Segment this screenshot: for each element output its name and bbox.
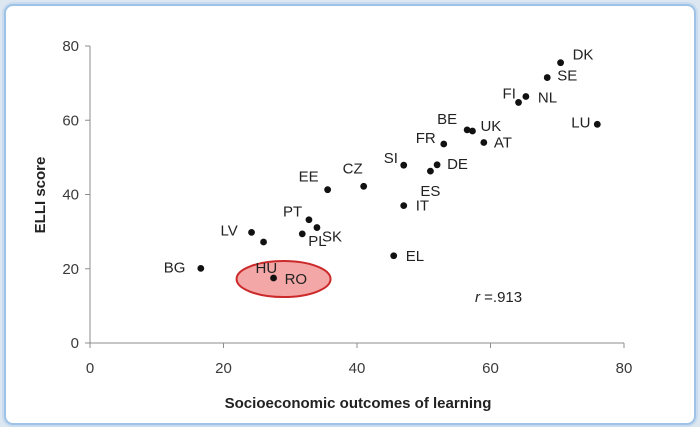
data-point-uk — [469, 127, 476, 135]
point-label-sk: SK — [322, 229, 342, 246]
point-label-de: DE — [447, 156, 468, 173]
y-axis-title: ELLI score — [32, 157, 49, 234]
data-point-nl — [522, 93, 530, 100]
data-point-it — [400, 202, 408, 210]
point-label-be: BE — [437, 111, 457, 128]
highlight-ellipse — [235, 260, 332, 299]
data-point-se — [543, 74, 551, 81]
x-tick-label: 80 — [616, 360, 633, 377]
point-label-at: AT — [494, 135, 512, 152]
data-point-bg — [197, 264, 205, 272]
point-label-lv: LV — [221, 222, 238, 239]
point-label-pt: PT — [283, 204, 302, 221]
data-point-ro — [270, 274, 277, 282]
point-label-se: SE — [557, 68, 577, 85]
data-point-at — [480, 139, 488, 146]
data-point-dk — [557, 59, 564, 67]
y-tick-label: 0 — [71, 335, 79, 352]
data-point-cz — [360, 182, 368, 190]
y-tick-label: 20 — [62, 261, 79, 278]
points-layer — [197, 59, 601, 282]
point-label-si: SI — [384, 150, 398, 167]
data-point-sk — [313, 224, 321, 231]
point-label-it: IT — [416, 198, 429, 215]
data-point-fi — [515, 99, 522, 106]
point-label-fi: FI — [503, 85, 516, 102]
correlation-annotation: r =.913 — [475, 289, 522, 306]
point-label-ee: EE — [299, 169, 319, 186]
correlation-value: =.913 — [480, 289, 522, 306]
axes: 0 20 40 60 80 0 20 40 60 80 — [62, 38, 632, 377]
data-point-si — [400, 161, 408, 169]
point-label-hu: HU — [256, 260, 278, 277]
data-point-el — [390, 252, 398, 260]
chart-frame — [4, 4, 696, 425]
point-label-pl: PL — [308, 233, 326, 250]
x-axis-title: Socioeconomic outcomes of learning — [225, 395, 492, 412]
data-point-pl — [298, 230, 306, 238]
data-point-fr — [440, 140, 448, 148]
data-point-hu — [260, 238, 267, 246]
data-point-lv — [248, 228, 255, 236]
data-point-de — [433, 161, 441, 169]
point-label-cz: CZ — [343, 160, 363, 177]
point-label-lu: LU — [571, 114, 590, 131]
point-label-uk: UK — [480, 118, 501, 135]
highlight-layer — [235, 260, 332, 299]
data-point-pt — [305, 216, 313, 224]
x-tick-label: 0 — [86, 360, 94, 377]
point-label-bg: BG — [164, 259, 186, 276]
point-label-ro: RO — [285, 271, 308, 288]
point-label-nl: NL — [538, 89, 557, 106]
point-label-el: EL — [406, 248, 424, 265]
data-point-ee — [324, 186, 332, 194]
y-tick-label: 60 — [62, 112, 79, 129]
data-point-be — [463, 126, 471, 134]
point-label-es: ES — [420, 183, 440, 200]
y-tick-label: 40 — [62, 187, 79, 204]
correlation-symbol: r — [475, 289, 481, 306]
data-point-lu — [593, 120, 601, 128]
y-tick-label: 80 — [62, 38, 79, 55]
data-point-es — [427, 167, 434, 175]
point-label-dk: DK — [573, 47, 594, 64]
x-tick-label: 60 — [482, 360, 499, 377]
x-tick-label: 20 — [215, 360, 232, 377]
point-label-fr: FR — [416, 130, 436, 147]
x-tick-label: 40 — [349, 360, 366, 377]
